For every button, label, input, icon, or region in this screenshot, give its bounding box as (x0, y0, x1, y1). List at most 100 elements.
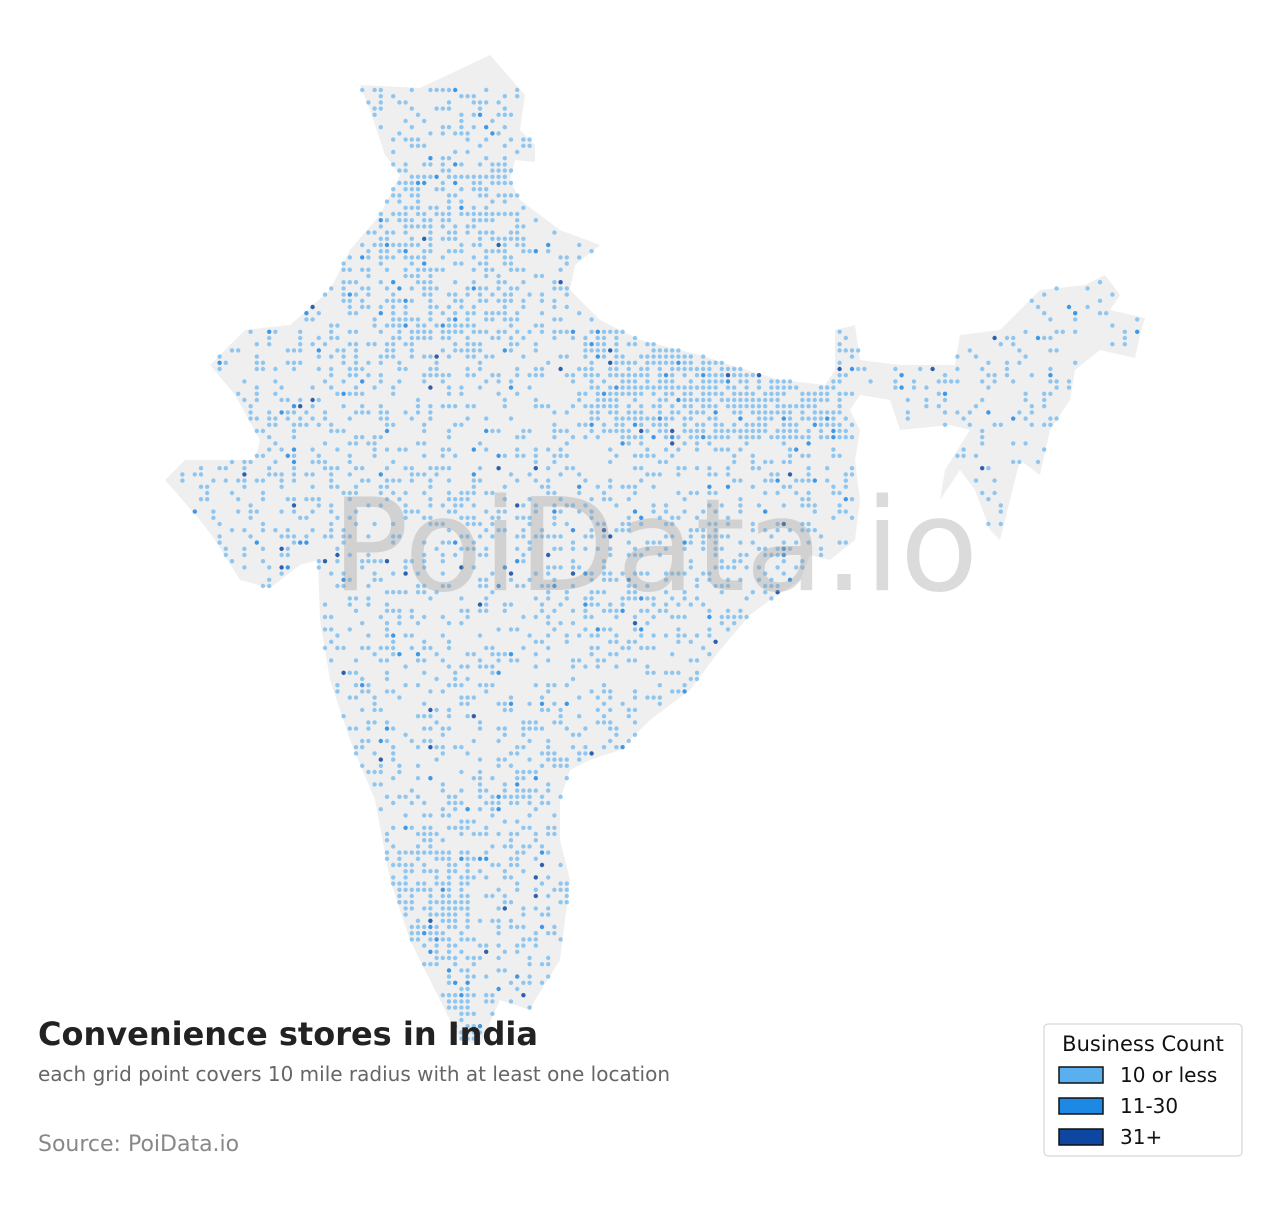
grid-point (391, 230, 396, 235)
grid-point (502, 906, 507, 911)
grid-point (229, 528, 235, 533)
grid-point (409, 342, 414, 347)
grid-point (558, 280, 563, 285)
grid-point (248, 503, 253, 508)
grid-point (626, 360, 631, 365)
grid-point (484, 856, 489, 861)
grid-point (670, 453, 675, 458)
grid-point (465, 149, 470, 155)
grid-point (440, 732, 445, 737)
grid-point (508, 348, 514, 353)
grid-point (539, 273, 545, 279)
grid-point (291, 478, 297, 483)
grid-point (403, 509, 408, 514)
grid-point (688, 658, 693, 663)
grid-point (980, 435, 985, 440)
grid-point (1048, 366, 1053, 372)
grid-point (533, 596, 538, 601)
grid-point (428, 596, 433, 601)
grid-point (453, 174, 458, 179)
grid-point (936, 391, 941, 396)
grid-point (490, 807, 495, 812)
grid-point (496, 906, 501, 911)
grid-point (490, 174, 495, 179)
grid-point (490, 652, 495, 657)
grid-point (837, 373, 842, 378)
grid-point (508, 800, 514, 806)
grid-point (428, 893, 433, 899)
grid-point (360, 242, 365, 248)
grid-point (477, 298, 483, 303)
grid-point (434, 875, 439, 880)
grid-point (608, 373, 613, 378)
grid-point (335, 583, 340, 589)
grid-point (719, 590, 724, 595)
grid-point (353, 360, 359, 365)
grid-point (837, 360, 842, 365)
grid-point (403, 825, 408, 830)
grid-point (484, 974, 489, 979)
grid-point (391, 94, 396, 99)
grid-point (645, 379, 650, 384)
grid-point (360, 738, 365, 744)
grid-point (533, 348, 538, 353)
grid-point (639, 366, 644, 372)
grid-point (459, 937, 464, 942)
grid-point (775, 528, 780, 533)
grid-point (955, 366, 960, 372)
grid-point (595, 720, 600, 725)
grid-point (663, 416, 669, 421)
grid-point (595, 391, 600, 396)
grid-point (719, 565, 724, 570)
grid-point (645, 373, 650, 378)
grid-point (589, 645, 594, 651)
grid-point (459, 112, 464, 118)
grid-point (428, 515, 433, 520)
grid-point (570, 745, 576, 750)
grid-point (428, 825, 433, 830)
grid-point (601, 658, 607, 663)
grid-point (440, 887, 445, 892)
grid-point (459, 986, 464, 992)
grid-point (942, 373, 948, 378)
grid-point (502, 348, 507, 353)
grid-point (539, 528, 545, 533)
grid-point (725, 627, 731, 632)
grid-point (484, 125, 489, 130)
grid-point (508, 211, 514, 217)
grid-point (484, 664, 489, 669)
grid-point (273, 366, 278, 372)
grid-point (422, 329, 427, 334)
grid-point (608, 329, 613, 334)
grid-point (484, 608, 489, 613)
grid-point (397, 360, 402, 365)
grid-point (614, 397, 619, 403)
grid-point (608, 391, 613, 396)
grid-point (570, 540, 576, 545)
grid-point (471, 478, 476, 483)
grid-point (508, 999, 514, 1004)
grid-point (515, 745, 520, 750)
grid-point (329, 571, 334, 576)
grid-point (924, 385, 929, 390)
grid-point (800, 435, 805, 440)
grid-point (403, 515, 408, 520)
grid-point (713, 428, 718, 434)
grid-point (608, 720, 613, 725)
grid-point (415, 211, 421, 217)
grid-point (316, 453, 321, 458)
grid-point (471, 962, 476, 967)
grid-point (502, 249, 507, 254)
grid-point (732, 459, 737, 465)
grid-point (347, 515, 352, 520)
grid-point (415, 509, 421, 514)
grid-point (446, 683, 452, 688)
grid-point (632, 546, 638, 551)
grid-point (583, 503, 588, 508)
grid-point (453, 503, 458, 508)
grid-point (422, 738, 427, 744)
grid-point (601, 422, 607, 427)
grid-point (366, 645, 371, 651)
grid-point (967, 348, 972, 353)
